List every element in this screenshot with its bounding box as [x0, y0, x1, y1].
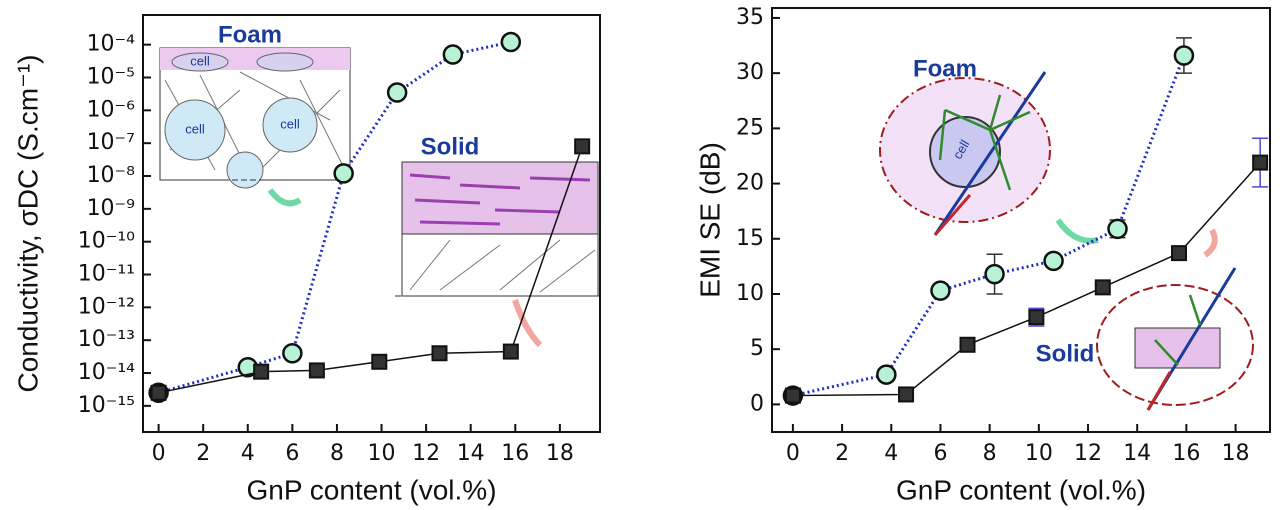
marker [1252, 154, 1269, 171]
plot-frame [142, 14, 601, 433]
x-tick-label: 0 [786, 441, 800, 466]
y-tick-label: 10⁻⁴ [87, 32, 136, 57]
annotation: cell [280, 116, 300, 131]
annotation: cell [190, 53, 210, 68]
annotation: Solid [1036, 340, 1095, 367]
marker [386, 82, 408, 103]
marker [502, 343, 519, 360]
y-tick-label: 10⁻⁸ [87, 163, 136, 188]
x-tick-label: 4 [884, 441, 898, 466]
marker [1094, 279, 1111, 296]
solid-cloud [1096, 267, 1254, 411]
marker [371, 353, 388, 370]
y-tick-label: 10⁻¹² [78, 294, 135, 319]
marker [1028, 309, 1045, 326]
y-tick-label: 10⁻¹⁰ [78, 229, 135, 254]
y-axis-title: Conductivity, σDC (S.cm⁻¹) [12, 54, 43, 392]
marker [876, 364, 897, 385]
x-tick-label: 6 [285, 441, 299, 466]
annotation: Foam [218, 21, 282, 48]
y-tick-label: 10⁻¹³ [78, 327, 135, 352]
marker [308, 362, 325, 379]
x-tick-label: 18 [546, 441, 574, 466]
x-tick-label: 10 [1025, 441, 1053, 466]
y-axis-title: EMI SE (dB) [694, 142, 725, 298]
foam-cloud [879, 71, 1218, 258]
y-tick-label: 10⁻⁶ [87, 97, 136, 122]
x-tick-label: 12 [1074, 441, 1102, 466]
y-tick-label: 30 [736, 60, 764, 85]
solid-inset [395, 161, 600, 348]
x-tick-label: 14 [1123, 441, 1151, 466]
y-tick-label: 10 [736, 281, 764, 306]
y-tick-label: 10⁻¹⁴ [78, 360, 135, 385]
y-tick-label: 35 [736, 5, 764, 30]
marker [1171, 245, 1188, 262]
x-tick-label: 18 [1222, 441, 1250, 466]
y-tick-label: 10⁻¹⁵ [78, 393, 135, 418]
y-tick-label: 10⁻⁹ [87, 196, 135, 221]
marker [253, 363, 270, 380]
foam-inset [159, 47, 351, 207]
marker [984, 263, 1005, 285]
marker [282, 343, 303, 364]
y-tick-label: 5 [750, 336, 764, 361]
marker [1107, 218, 1128, 240]
x-tick-label: 0 [152, 441, 166, 466]
y-tick-label: 10⁻⁷ [87, 130, 135, 155]
plot-frame [771, 7, 1271, 433]
x-tick-label: 2 [196, 441, 210, 466]
y-tick-label: 15 [736, 226, 764, 251]
marker [431, 345, 448, 362]
marker [898, 386, 915, 403]
marker [333, 163, 354, 184]
x-tick-label: 8 [330, 441, 344, 466]
y-tick-label: 10⁻⁵ [87, 64, 135, 89]
x-tick-label: 12 [412, 441, 440, 466]
marker [784, 387, 801, 404]
marker [959, 336, 976, 353]
x-axis-title: GnP content (vol.%) [896, 474, 1146, 505]
x-tick-label: 16 [1172, 441, 1200, 466]
marker [574, 138, 591, 155]
x-tick-label: 10 [368, 441, 396, 466]
y-tick-label: 0 [750, 391, 764, 416]
y-tick-label: 20 [736, 171, 764, 196]
annotation: cell [185, 121, 205, 136]
x-tick-label: 2 [835, 441, 849, 466]
marker [500, 31, 522, 53]
marker [150, 384, 167, 401]
annotation: Solid [421, 133, 480, 160]
x-tick-label: 16 [501, 441, 529, 466]
x-tick-label: 8 [983, 441, 997, 466]
x-tick-label: 4 [241, 441, 255, 466]
y-tick-label: 10⁻¹¹ [78, 262, 135, 287]
x-tick-label: 6 [933, 441, 947, 466]
marker [930, 280, 951, 301]
y-tick-label: 25 [736, 115, 764, 140]
marker [442, 44, 464, 65]
marker [1043, 250, 1064, 272]
x-tick-label: 14 [457, 441, 485, 466]
annotation: Foam [913, 55, 977, 82]
marker [1173, 45, 1195, 66]
x-axis-title: GnP content (vol.%) [246, 474, 496, 505]
